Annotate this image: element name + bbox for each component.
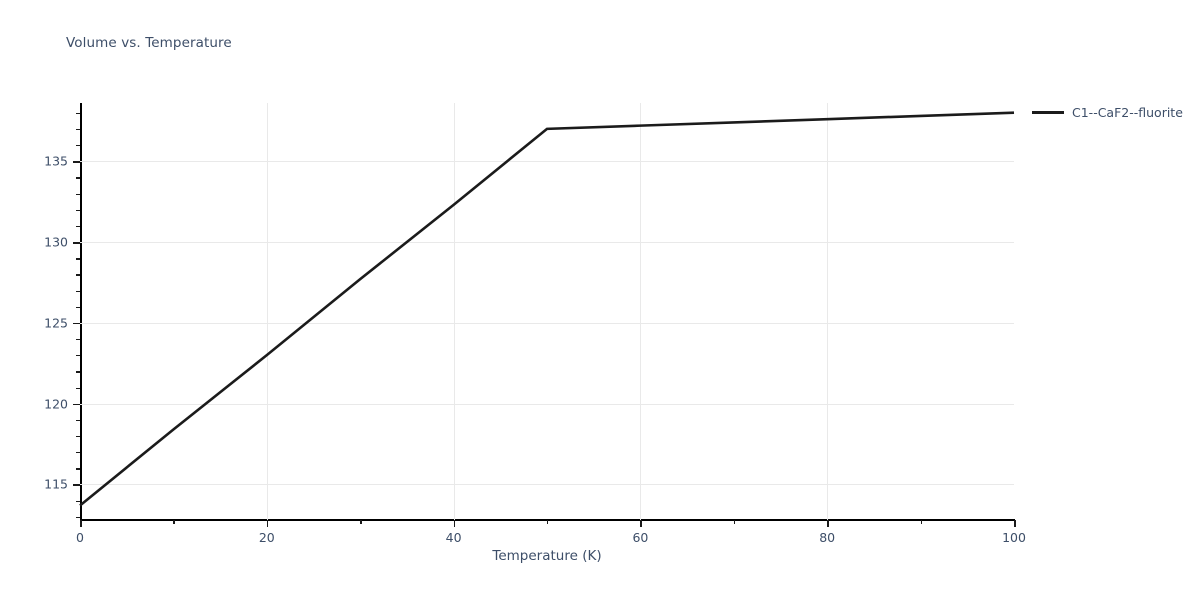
gridline-vertical — [266, 103, 268, 520]
gridline-vertical — [640, 103, 642, 520]
x-tick-minor — [360, 520, 362, 524]
x-axis-spine — [80, 519, 1015, 521]
x-tick-minor — [733, 520, 736, 524]
x-axis-title: Temperature (K) — [492, 548, 602, 564]
gridline-horizontal — [80, 484, 1014, 486]
x-tick-major — [80, 520, 82, 527]
y-tick-label: 115 — [44, 476, 68, 492]
y-tick-major — [73, 403, 80, 406]
legend-swatch-icon — [1032, 111, 1064, 114]
y-tick-minor — [76, 290, 80, 292]
x-tick-major — [827, 520, 829, 527]
y-tick-minor — [76, 177, 80, 179]
chart-title: Volume vs. Temperature — [66, 35, 232, 51]
y-tick-major — [73, 484, 80, 486]
y-tick-minor — [76, 452, 80, 454]
x-tick-label: 60 — [632, 530, 649, 545]
y-tick-major — [73, 322, 80, 325]
x-tick-label: 100 — [1002, 530, 1026, 545]
y-tick-minor — [76, 387, 80, 389]
y-tick-minor — [76, 419, 80, 422]
x-tick-major — [640, 520, 642, 527]
x-tick-label: 20 — [258, 530, 275, 545]
y-tick-minor — [76, 500, 80, 502]
y-tick-label: 135 — [44, 153, 68, 169]
x-tick-major — [266, 520, 269, 527]
y-tick-major — [73, 242, 80, 244]
x-tick-minor — [173, 520, 175, 524]
y-tick-major — [73, 161, 80, 163]
x-tick-label: 80 — [819, 530, 836, 545]
y-tick-minor — [76, 436, 80, 438]
y-tick-minor — [76, 371, 80, 373]
y-tick-label: 130 — [44, 234, 68, 250]
y-tick-minor — [76, 306, 80, 309]
plot-area: 115 120 125 130 135 0 20 40 60 80 100 Temperature… — [44, 103, 1026, 564]
gridline-horizontal — [80, 322, 1014, 324]
gridline-horizontal — [80, 403, 1014, 405]
y-tick-minor — [76, 112, 80, 115]
x-tick-major — [1014, 520, 1016, 527]
y-tick-minor — [76, 209, 80, 212]
x-tick-label: 40 — [445, 530, 462, 545]
gridline-vertical — [453, 103, 455, 520]
y-tick-label: 125 — [44, 315, 68, 331]
y-tick-minor — [76, 339, 80, 341]
gridline-vertical — [827, 103, 829, 520]
y-tick-label: 120 — [44, 396, 68, 412]
x-tick-major — [453, 520, 456, 527]
legend-item[interactable]: C1--CaF2--fluorite — [1032, 105, 1183, 120]
legend-label: C1--CaF2--fluorite — [1072, 105, 1183, 120]
gridline-horizontal — [80, 242, 1014, 243]
y-axis-tick-labels: 115 120 125 130 135 — [0, 103, 80, 520]
y-tick-minor — [76, 128, 80, 131]
y-tick-minor — [76, 193, 80, 195]
chart-legend: C1--CaF2--fluorite — [1032, 105, 1183, 120]
x-tick-label: 0 — [76, 530, 84, 545]
y-tick-minor — [76, 274, 80, 276]
x-tick-minor — [920, 520, 922, 524]
x-tick-minor — [547, 520, 549, 524]
y-axis-spine — [80, 103, 82, 522]
y-tick-minor — [76, 258, 80, 260]
data-series-layer — [79, 111, 1015, 507]
y-tick-minor — [76, 516, 80, 519]
data-line — [79, 111, 1015, 507]
y-tick-minor — [76, 468, 80, 470]
gridline-horizontal — [80, 161, 1014, 163]
y-tick-minor — [76, 355, 80, 357]
y-tick-minor — [76, 225, 80, 228]
y-tick-minor — [76, 145, 80, 147]
